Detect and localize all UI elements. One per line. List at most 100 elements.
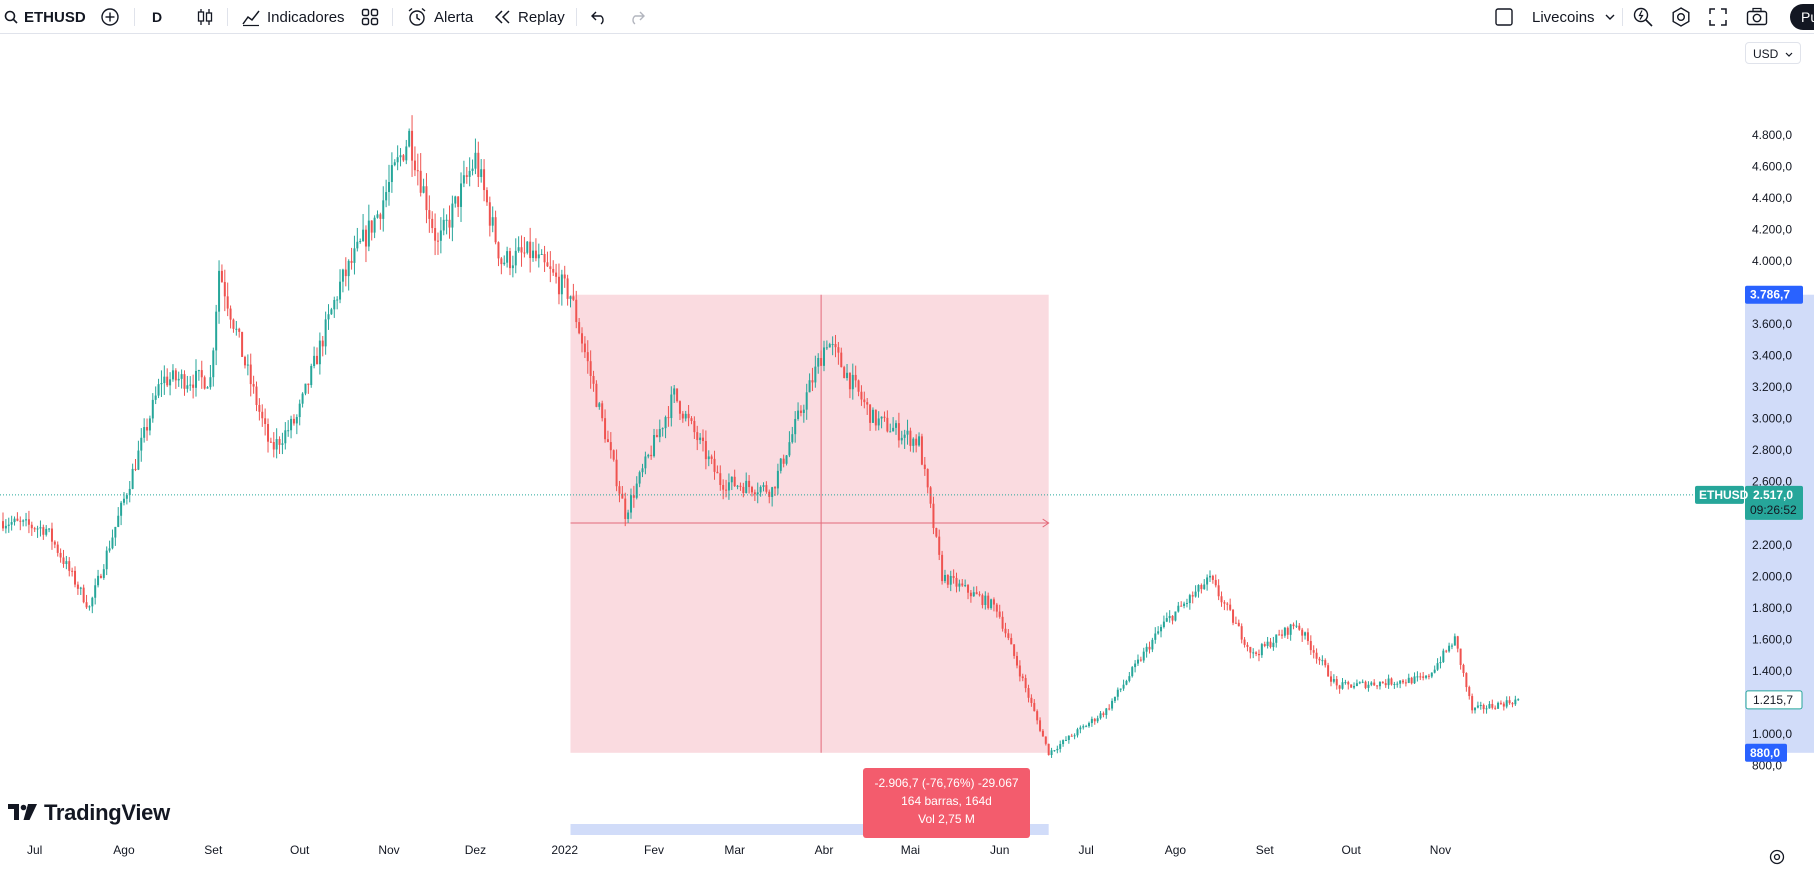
candle-body xyxy=(903,434,906,438)
time-axis[interactable]: Jul Ago Set Out Nov Dez 2022 Fev Mar Abr Mai Jun Jul… xyxy=(27,843,1451,857)
candle-body xyxy=(336,299,339,301)
candle-body xyxy=(364,229,367,247)
candle-body xyxy=(1430,672,1433,677)
measure-rectangle-group xyxy=(570,294,1050,753)
candle-body xyxy=(85,602,88,608)
indicators-button[interactable]: Indicadores xyxy=(241,0,345,34)
candle-body xyxy=(1105,708,1108,716)
candle-body xyxy=(1295,625,1298,627)
candle-body xyxy=(359,240,362,242)
fullscreen-button[interactable] xyxy=(1709,0,1727,34)
layout-button[interactable]: Livecoins xyxy=(1494,0,1615,34)
candle-body xyxy=(871,409,874,423)
candle-body xyxy=(1024,678,1027,689)
candle-body xyxy=(846,372,849,379)
candle-body xyxy=(1142,651,1145,661)
candle-body xyxy=(578,322,581,334)
candle-body xyxy=(1419,676,1422,678)
candle-body xyxy=(1128,676,1131,681)
price-tick-label: 3.200,0 xyxy=(1752,380,1792,394)
candle-body xyxy=(805,392,808,410)
candle-body xyxy=(794,418,797,435)
candle-body xyxy=(1338,685,1341,689)
candle-body xyxy=(566,278,569,299)
candle-body xyxy=(146,427,149,431)
candle-body xyxy=(62,557,65,565)
candle-body xyxy=(1139,659,1142,661)
candle-body xyxy=(641,468,644,473)
candle-body xyxy=(984,595,987,606)
candle-body xyxy=(719,473,722,486)
candle-body xyxy=(1283,627,1286,636)
candle-body xyxy=(411,130,414,161)
candle-body xyxy=(477,152,480,177)
settings-button[interactable] xyxy=(1670,0,1692,34)
candle-body xyxy=(163,376,166,384)
candle-body xyxy=(514,250,517,266)
candle-body xyxy=(284,430,287,444)
candle-body xyxy=(1001,616,1004,629)
candle-body xyxy=(1223,602,1226,604)
redo-button[interactable] xyxy=(628,0,646,34)
publish-button[interactable]: Pub xyxy=(1790,4,1814,30)
indicators-icon xyxy=(241,7,261,27)
candle-body xyxy=(1456,636,1459,649)
currency-selector[interactable]: USD xyxy=(1745,42,1801,64)
candle-body xyxy=(315,355,318,365)
candle-body xyxy=(560,274,563,295)
candle-body xyxy=(851,374,854,390)
time-axis-settings-button[interactable] xyxy=(1768,848,1786,866)
candle-body xyxy=(1508,700,1511,704)
candle-body xyxy=(1102,713,1105,716)
candlestick-series xyxy=(2,115,1520,758)
candle-body xyxy=(857,380,860,392)
templates-button[interactable] xyxy=(361,0,379,34)
price-tick-label: 4.600,0 xyxy=(1752,160,1792,174)
candle-body xyxy=(1234,622,1237,624)
candle-body xyxy=(1177,605,1180,612)
candle-body xyxy=(189,384,192,386)
snapshot-button[interactable] xyxy=(1746,0,1768,34)
candle-body xyxy=(195,370,198,388)
price-chart[interactable]: 4.800,0 4.600,0 4.400,0 4.200,0 4.000,0 3.600… xyxy=(0,34,1814,869)
candle-body xyxy=(353,248,356,263)
alert-button[interactable]: Alerta xyxy=(406,0,473,34)
replay-button[interactable]: Replay xyxy=(494,0,565,34)
time-tick-label: Fev xyxy=(644,843,664,857)
quick-search-button[interactable] xyxy=(1632,0,1654,34)
candle-body xyxy=(65,561,68,565)
candle-body xyxy=(779,458,782,471)
compare-symbol-button[interactable] xyxy=(100,0,120,34)
candle-body xyxy=(215,311,218,351)
candle-body xyxy=(506,251,509,263)
interval-button[interactable]: D xyxy=(152,9,163,25)
candle-body xyxy=(1113,696,1116,701)
tradingview-logo[interactable]: TradingView xyxy=(8,800,170,826)
candle-body xyxy=(376,214,379,218)
candle-body xyxy=(722,485,725,490)
chart-type-button[interactable] xyxy=(196,0,214,34)
candle-body xyxy=(776,470,779,489)
candle-body xyxy=(1416,676,1419,678)
candle-body xyxy=(1474,707,1477,711)
candle-body xyxy=(1312,650,1315,653)
candle-body xyxy=(1367,684,1370,688)
candle-body xyxy=(595,383,598,407)
candle-body xyxy=(730,476,733,483)
candle-body xyxy=(820,357,823,366)
symbol-tag-background xyxy=(1695,485,1744,504)
candle-body xyxy=(874,409,877,426)
candle-body xyxy=(1255,652,1258,654)
candle-body xyxy=(848,372,851,390)
price-axis[interactable]: 4.800,0 4.600,0 4.400,0 4.200,0 4.000,0 3.600… xyxy=(1695,128,1803,772)
candle-body xyxy=(1347,682,1350,685)
candle-body xyxy=(1404,682,1407,684)
candle-body xyxy=(1013,644,1016,656)
candle-body xyxy=(1116,689,1119,697)
candle-body xyxy=(1364,681,1367,688)
undo-button[interactable] xyxy=(590,0,608,34)
symbol-search[interactable]: ETHUSD xyxy=(4,0,86,34)
candle-body xyxy=(967,585,970,593)
candle-body xyxy=(915,438,918,446)
candle-body xyxy=(1442,650,1445,663)
